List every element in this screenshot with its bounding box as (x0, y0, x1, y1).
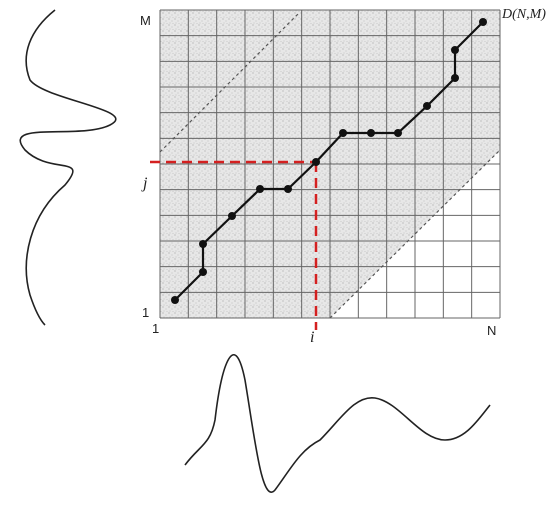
i-index-label: i (310, 329, 315, 346)
y-axis-bottom-label: 1 (142, 305, 150, 320)
warping-path-points (171, 18, 487, 304)
path-point (339, 129, 347, 137)
x-axis-right-label: N (487, 323, 497, 338)
path-point (479, 18, 487, 26)
lower-band-boundary (329, 149, 501, 319)
path-point (199, 240, 207, 248)
warping-path (174, 21, 484, 301)
path-point (394, 129, 402, 137)
path-point (451, 74, 459, 82)
end-cell-label: D(N,M) (502, 7, 546, 22)
path-point (199, 268, 207, 276)
path-point (451, 46, 459, 54)
path-point (256, 185, 264, 193)
path-point (228, 212, 236, 220)
left-signal-curve (19, 9, 117, 326)
bottom-signal-curve (184, 354, 491, 493)
upper-band-boundary (159, 11, 301, 153)
path-point (367, 129, 375, 137)
x-axis-left-label: 1 (152, 321, 160, 336)
path-point (171, 296, 179, 304)
path-point (423, 102, 431, 110)
path-point (284, 185, 292, 193)
path-point (312, 158, 320, 166)
j-index-label: j (143, 175, 148, 192)
cost-matrix-grid (159, 9, 501, 319)
y-axis-top-label: M (140, 13, 151, 28)
